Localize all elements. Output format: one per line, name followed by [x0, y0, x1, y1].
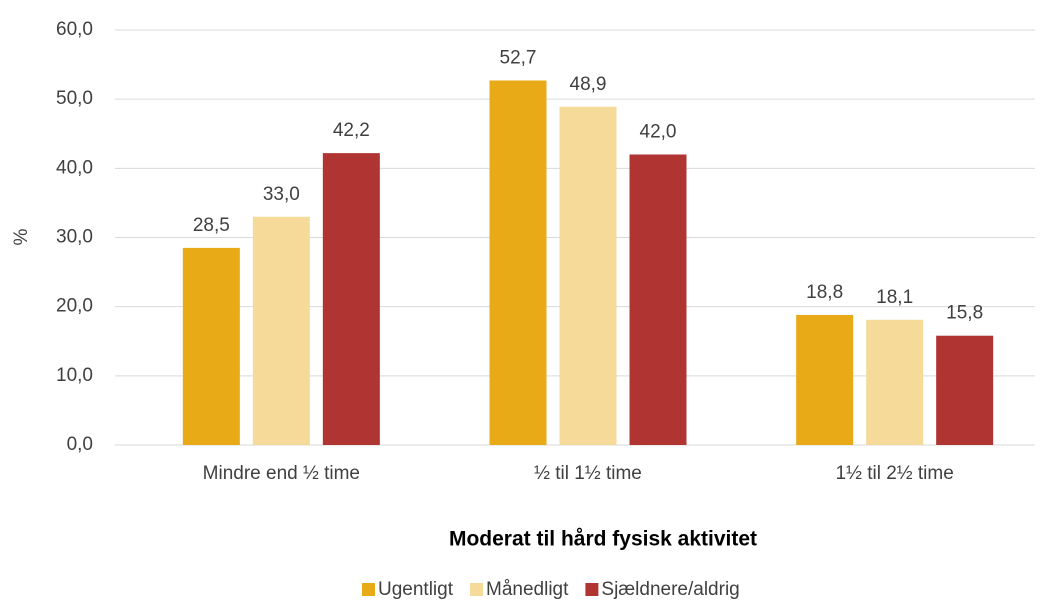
- y-tick-label: 30,0: [56, 227, 93, 248]
- data-label: 52,7: [500, 48, 537, 69]
- bar: [559, 106, 617, 446]
- y-tick-label: 0,0: [67, 434, 93, 455]
- data-label: 42,0: [640, 122, 677, 143]
- x-tick-label: ½ til 1½ time: [534, 463, 642, 484]
- legend-swatch: [362, 583, 375, 596]
- y-tick-label: 60,0: [56, 19, 93, 40]
- legend-label: Månedligt: [486, 579, 569, 600]
- bar: [322, 153, 380, 445]
- y-tick-label: 40,0: [56, 157, 93, 178]
- y-tick-label: 10,0: [56, 365, 93, 386]
- data-label: 18,1: [876, 287, 913, 308]
- legend-label: Ugentligt: [378, 579, 454, 600]
- x-tick-label: 1½ til 2½ time: [836, 463, 954, 484]
- data-label: 18,8: [806, 282, 843, 303]
- legend-label: Sjældnere/aldrig: [601, 579, 739, 600]
- bar: [629, 154, 687, 445]
- bar: [182, 247, 240, 445]
- data-label: 42,2: [333, 120, 370, 141]
- data-label: 15,8: [946, 303, 983, 324]
- y-tick-label: 50,0: [56, 88, 93, 109]
- y-tick-label: 20,0: [56, 296, 93, 317]
- y-axis-title: %: [11, 228, 32, 245]
- bar: [252, 216, 310, 445]
- data-label: 28,5: [193, 215, 230, 236]
- x-axis-title: Moderat til hård fysisk aktivitet: [449, 528, 757, 551]
- x-tick-label: Mindre end ½ time: [203, 463, 360, 484]
- bar: [866, 319, 924, 445]
- data-label: 48,9: [570, 74, 607, 95]
- data-label: 33,0: [263, 184, 300, 205]
- bar: [489, 80, 547, 445]
- legend-swatch: [585, 583, 599, 596]
- bar: [796, 314, 854, 445]
- legend-swatch: [470, 583, 483, 596]
- bar: [936, 335, 994, 445]
